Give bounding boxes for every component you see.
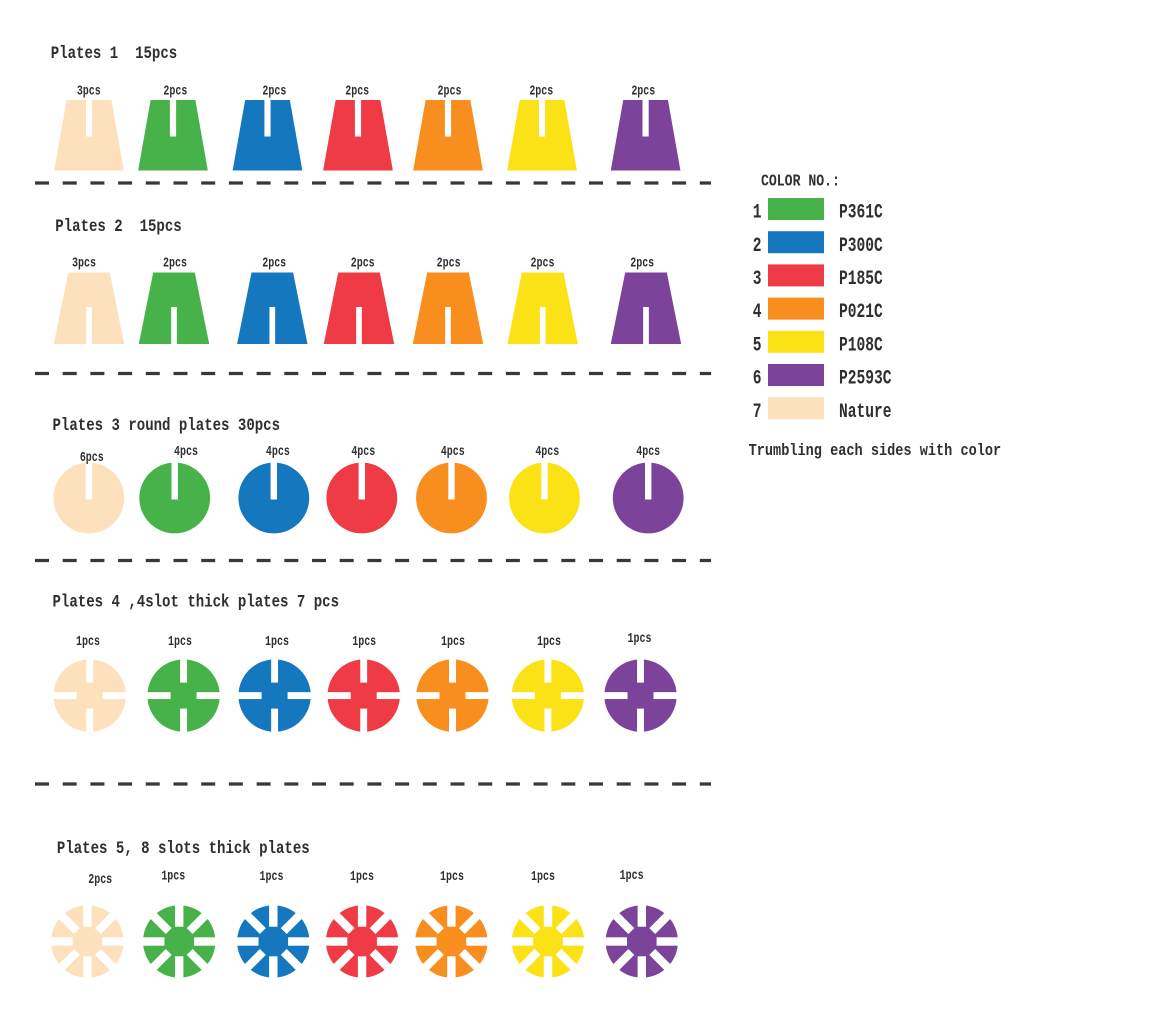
- svg-text:4pcs: 4pcs: [535, 444, 559, 460]
- svg-text:Nature: Nature: [839, 401, 892, 424]
- svg-text:4pcs: 4pcs: [174, 444, 198, 460]
- svg-text:1pcs: 1pcs: [161, 868, 185, 884]
- svg-text:3pcs: 3pcs: [77, 83, 101, 99]
- svg-text:Plates 5, 8 slots thick plates: Plates 5, 8 slots thick plates: [57, 839, 310, 859]
- svg-text:P108C: P108C: [839, 334, 883, 357]
- svg-text:4pcs: 4pcs: [266, 444, 290, 460]
- svg-text:6pcs: 6pcs: [80, 450, 104, 466]
- svg-text:2: 2: [753, 235, 762, 258]
- svg-text:4pcs: 4pcs: [441, 444, 465, 460]
- svg-text:Trumbling each sides with colo: Trumbling each sides with color: [749, 441, 1002, 461]
- svg-text:5: 5: [753, 334, 762, 357]
- svg-text:2pcs: 2pcs: [262, 255, 286, 271]
- svg-text:1pcs: 1pcs: [537, 634, 561, 650]
- svg-text:COLOR NO.:: COLOR NO.:: [761, 171, 840, 191]
- svg-text:P021C: P021C: [839, 301, 883, 324]
- svg-text:P361C: P361C: [839, 201, 883, 224]
- svg-text:2pcs: 2pcs: [351, 255, 375, 271]
- svg-text:1pcs: 1pcs: [76, 634, 100, 650]
- svg-text:Plates 2 15pcs: Plates 2 15pcs: [55, 217, 181, 237]
- svg-text:2pcs: 2pcs: [529, 83, 553, 99]
- svg-text:1pcs: 1pcs: [260, 869, 284, 885]
- svg-text:2pcs: 2pcs: [631, 83, 655, 99]
- svg-text:2pcs: 2pcs: [163, 255, 187, 271]
- svg-text:1pcs: 1pcs: [350, 869, 374, 885]
- svg-text:3: 3: [753, 268, 762, 291]
- svg-text:1pcs: 1pcs: [441, 634, 465, 650]
- svg-text:4pcs: 4pcs: [636, 444, 660, 460]
- svg-text:7: 7: [753, 401, 762, 424]
- svg-text:1pcs: 1pcs: [531, 869, 555, 885]
- svg-text:3pcs: 3pcs: [72, 255, 96, 271]
- svg-text:1pcs: 1pcs: [440, 869, 464, 885]
- svg-text:2pcs: 2pcs: [438, 83, 462, 99]
- svg-text:2pcs: 2pcs: [437, 255, 461, 271]
- svg-text:1pcs: 1pcs: [265, 634, 289, 650]
- svg-text:2pcs: 2pcs: [345, 83, 369, 99]
- svg-text:P300C: P300C: [839, 235, 883, 258]
- svg-text:6: 6: [753, 367, 762, 390]
- svg-text:1pcs: 1pcs: [352, 634, 376, 650]
- svg-text:2pcs: 2pcs: [262, 83, 286, 99]
- svg-text:1pcs: 1pcs: [628, 631, 652, 647]
- svg-text:2pcs: 2pcs: [163, 83, 187, 99]
- svg-text:1pcs: 1pcs: [168, 634, 192, 650]
- svg-text:1: 1: [753, 201, 762, 224]
- svg-text:4pcs: 4pcs: [351, 444, 375, 460]
- svg-text:Plates 3 round plates 30pcs: Plates 3 round plates 30pcs: [53, 416, 281, 436]
- svg-text:4: 4: [753, 301, 762, 324]
- svg-text:2pcs: 2pcs: [531, 255, 555, 271]
- svg-text:1pcs: 1pcs: [620, 868, 644, 884]
- svg-text:P185C: P185C: [839, 268, 883, 291]
- svg-text:2pcs: 2pcs: [88, 872, 112, 888]
- svg-text:2pcs: 2pcs: [630, 255, 654, 271]
- svg-text:Plates 1 15pcs: Plates 1 15pcs: [51, 44, 177, 64]
- svg-text:Plates 4 ,4slot thick plates 7: Plates 4 ,4slot thick plates 7 pcs: [53, 592, 340, 612]
- svg-text:P2593C: P2593C: [839, 367, 892, 390]
